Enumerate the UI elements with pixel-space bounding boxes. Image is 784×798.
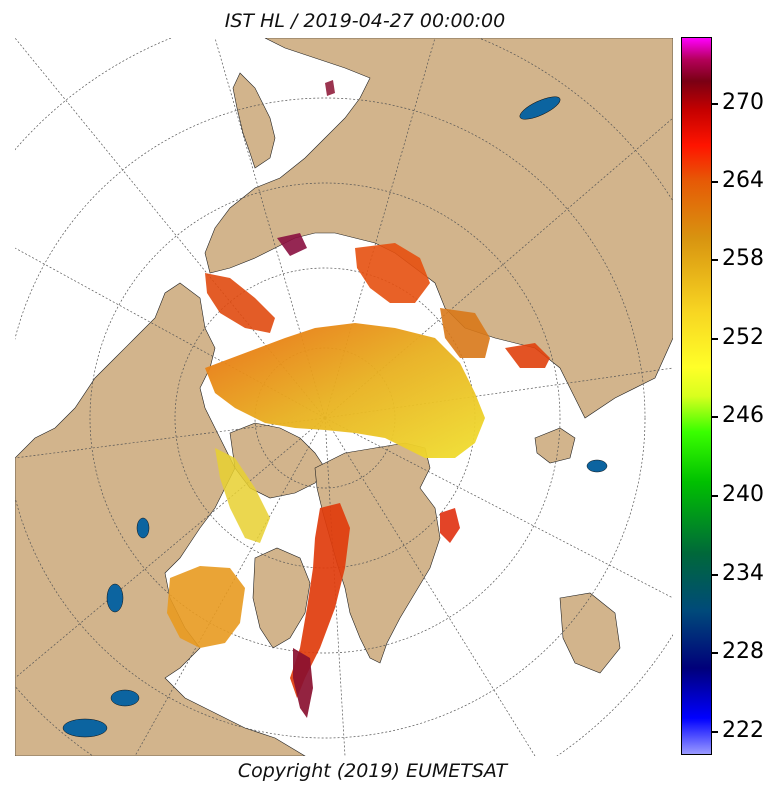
colorbar-tick — [712, 338, 718, 340]
map-title: IST HL / 2019-04-27 00:00:00 — [224, 10, 506, 32]
colorbar-tick — [712, 495, 718, 497]
colorbar-tick — [712, 416, 718, 418]
copyright-notice: Copyright (2019) EUMETSAT — [237, 760, 508, 782]
colorbar-label: 234 — [722, 561, 764, 586]
sea-ice-archipelago — [215, 448, 270, 543]
colorbar-label: 252 — [722, 325, 764, 350]
colorbar-label: 246 — [722, 403, 764, 428]
sea-ice-labrador — [293, 648, 313, 718]
colorbar-tick — [712, 731, 718, 733]
colorbar-label: 222 — [722, 718, 764, 743]
sea-ice-bering — [277, 233, 307, 256]
land-baffin — [252, 547, 311, 649]
colorbar-label: 228 — [722, 639, 764, 664]
colorbar-label: 270 — [722, 90, 764, 115]
temperature-colorbar — [681, 37, 712, 755]
land-scandinavia — [232, 72, 276, 169]
sea-ice-white-sea — [325, 80, 335, 96]
sea-ice-hudson-bay — [167, 566, 245, 648]
sea-ice-kara — [440, 308, 490, 358]
colorbar-tick — [712, 574, 718, 576]
colorbar-label: 240 — [722, 482, 764, 507]
colorbar-tick — [712, 103, 718, 105]
lakes — [62, 96, 608, 738]
colorbar-tick — [712, 259, 718, 261]
colorbar-label: 264 — [722, 168, 764, 193]
sea-ice-laptev — [355, 243, 430, 303]
land-svalbard — [534, 427, 576, 464]
polar-map — [15, 38, 673, 756]
sea-ice-central — [205, 323, 485, 458]
land-east-island — [559, 592, 621, 674]
colorbar-tick — [712, 181, 718, 183]
land-eurasia — [204, 38, 673, 419]
sea-ice-barents — [505, 343, 550, 368]
sea-ice-greenland-east — [440, 508, 460, 543]
sea-ice-chukchi — [205, 273, 275, 333]
sea-ice-baffin-bay — [290, 503, 350, 698]
colorbar-label: 258 — [722, 246, 764, 271]
colorbar-tick — [712, 652, 718, 654]
